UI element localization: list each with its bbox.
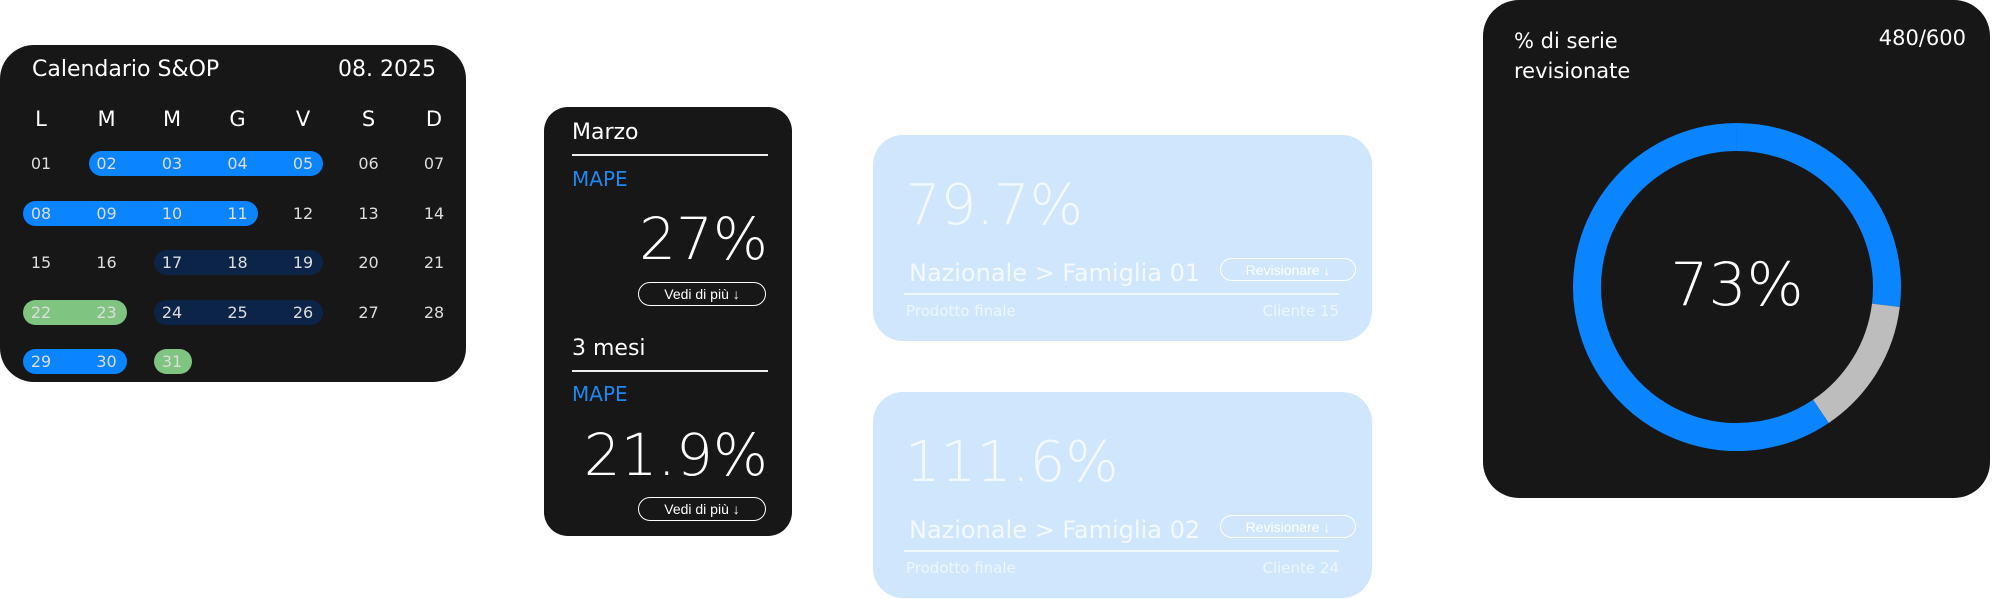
calendar-day[interactable]: 07 (423, 154, 445, 173)
review-button[interactable]: Revisionare ↓ (1220, 515, 1356, 538)
progress-ring (1573, 123, 1901, 451)
calendar-day[interactable]: 18 (227, 253, 248, 272)
calendar-day[interactable]: 31 (161, 352, 183, 371)
mape-value: 27% (639, 205, 768, 273)
calendar-range-highlight (154, 349, 192, 374)
period-label: Marzo (572, 120, 639, 145)
calendar-day[interactable]: 01 (30, 154, 52, 173)
calendar-day[interactable]: 21 (423, 253, 445, 272)
calendar-day[interactable]: 20 (358, 253, 379, 272)
review-title-line: revisionate (1514, 59, 1631, 83)
calendar-day[interactable]: 30 (96, 352, 117, 371)
ring-done-segment (1736, 123, 1901, 307)
mape-card: Marzo MAPE 27% Vedi di più ↓ 3 mesi MAPE… (544, 107, 792, 536)
calendar-day[interactable]: 27 (358, 302, 379, 322)
client-label: Cliente 24 (1262, 559, 1339, 577)
ring-remaining-segment (1812, 303, 1900, 423)
calendar-day[interactable]: 26 (292, 302, 314, 322)
series-card: 79.7% Nazionale > Famiglia 01 Revisionar… (873, 135, 1372, 341)
calendar-range-highlight (23, 349, 127, 374)
weekday-label: M (162, 107, 182, 131)
review-percent: 73% (1670, 250, 1804, 320)
mape-value: 21.9% (583, 421, 768, 489)
divider (904, 550, 1339, 552)
review-progress-card: % di serie revisionate 480/600 73% (1483, 0, 1990, 498)
calendar-day[interactable]: 03 (161, 154, 183, 173)
calendar-day[interactable]: 04 (227, 154, 248, 173)
calendar-day[interactable]: 15 (30, 253, 52, 272)
calendar-day[interactable]: 17 (161, 253, 183, 272)
calendar-range-highlight (88, 151, 323, 176)
client-label: Cliente 15 (1262, 302, 1339, 320)
calendar-day[interactable]: 28 (423, 302, 445, 322)
calendar-day[interactable]: 08 (30, 203, 52, 223)
weekday-label: L (35, 107, 47, 131)
calendar-day[interactable]: 29 (30, 352, 52, 371)
divider (904, 293, 1339, 295)
calendar-title: Calendario S&OP (32, 57, 220, 82)
mape-label: MAPE (572, 382, 628, 406)
calendar-day[interactable]: 14 (423, 203, 445, 223)
calendar-range-highlight (23, 299, 127, 325)
product-label: Prodotto finale (906, 559, 1016, 577)
weekday-label: G (229, 107, 246, 131)
calendar-range-highlight (23, 200, 258, 226)
weekday-label: D (425, 107, 443, 131)
review-count: 480/600 (1878, 26, 1966, 50)
series-card: 111.6% Nazionale > Famiglia 02 Revisiona… (873, 392, 1372, 598)
weekday-label: S (361, 107, 376, 131)
calendar-day[interactable]: 05 (292, 154, 314, 173)
calendar-day[interactable]: 02 (96, 154, 117, 173)
calendar-day[interactable]: 23 (96, 302, 117, 322)
calendar-day[interactable]: 24 (161, 302, 183, 322)
series-breadcrumb: Nazionale > Famiglia 02 (909, 516, 1201, 544)
calendar-day[interactable]: 25 (227, 302, 248, 322)
calendar-day[interactable]: 16 (96, 253, 117, 272)
ring-done-segment (1573, 123, 1829, 451)
calendar-range-highlight (154, 299, 323, 325)
divider (572, 370, 768, 372)
series-value: 79.7% (905, 173, 1083, 238)
calendar-day[interactable]: 09 (96, 203, 117, 223)
calendar-day[interactable]: 10 (161, 203, 183, 223)
product-label: Prodotto finale (906, 302, 1016, 320)
mape-label: MAPE (572, 167, 628, 191)
series-breadcrumb: Nazionale > Famiglia 01 (909, 259, 1201, 287)
weekday-label: M (97, 107, 116, 131)
calendar-day[interactable]: 12 (292, 203, 314, 223)
weekday-label: V (295, 107, 311, 131)
calendar-month: 08. 2025 (338, 57, 436, 82)
calendar-day[interactable]: 13 (358, 203, 379, 223)
calendar-day[interactable]: 22 (30, 302, 52, 322)
review-title: % di serie revisionate (1514, 26, 1630, 86)
calendar-day[interactable]: 11 (227, 203, 248, 223)
calendar-card: Calendario S&OP 08. 2025 L M M G V S D 01 02 03 04… (0, 45, 466, 382)
review-title-line: % di serie (1514, 29, 1618, 53)
divider (572, 154, 768, 156)
review-button[interactable]: Revisionare ↓ (1220, 258, 1356, 281)
calendar-day[interactable]: 19 (292, 253, 314, 272)
calendar-range-highlight (154, 250, 323, 275)
see-more-button[interactable]: Vedi di più ↓ (638, 282, 766, 306)
period-label: 3 mesi (572, 336, 646, 361)
calendar-day[interactable]: 06 (358, 154, 379, 173)
see-more-button[interactable]: Vedi di più ↓ (638, 497, 766, 521)
series-value: 111.6% (905, 430, 1119, 495)
